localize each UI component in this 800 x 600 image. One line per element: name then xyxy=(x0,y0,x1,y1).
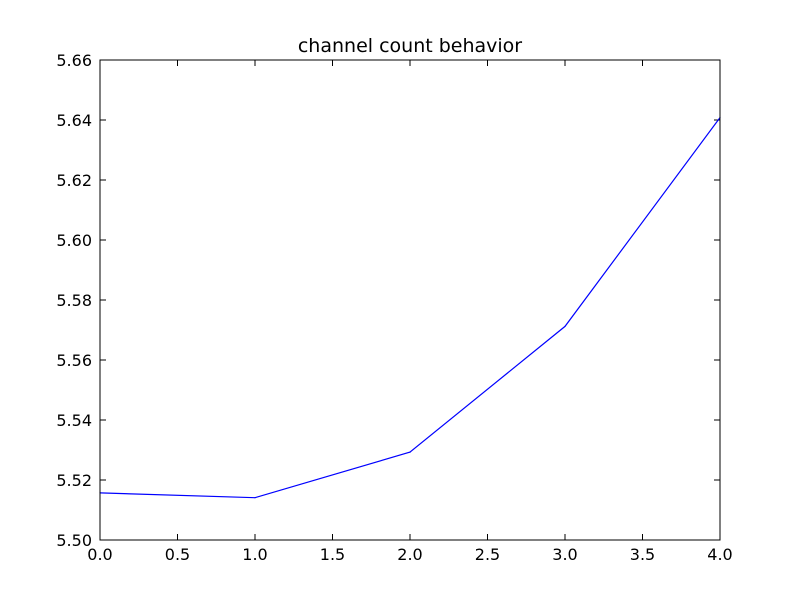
data-point xyxy=(254,497,256,499)
x-tick-label: 0.0 xyxy=(87,545,112,564)
y-tick-label: 5.56 xyxy=(56,351,92,370)
y-tick-label: 5.66 xyxy=(56,51,92,70)
axis-ticks: 0.0 0.5 1.0 1.5 2.0 2.5 3.0 3.5 4.0 5.50 5.52 5.54 5… xyxy=(56,51,732,564)
x-tick-label: 3.5 xyxy=(630,545,655,564)
x-tick-label: 4.0 xyxy=(707,545,732,564)
plot-frame xyxy=(99,59,721,541)
y-tick-label: 5.58 xyxy=(56,291,92,310)
x-tick-label: 0.5 xyxy=(165,545,190,564)
x-tick-label: 1.0 xyxy=(242,545,267,564)
x-tick-label: 3.0 xyxy=(552,545,577,564)
x-tick-label: 2.5 xyxy=(475,545,500,564)
chart-title: channel count behavior xyxy=(298,35,522,57)
x-tick-label: 2.0 xyxy=(397,545,422,564)
data-point xyxy=(409,451,411,453)
x-tick-label: 1.5 xyxy=(320,545,345,564)
y-tick-label: 5.60 xyxy=(56,231,92,250)
y-tick-label: 5.64 xyxy=(56,111,92,130)
y-tick-label: 5.62 xyxy=(56,171,92,190)
y-tick-label: 5.54 xyxy=(56,411,92,430)
y-tick-label: 5.50 xyxy=(56,531,92,550)
y-tick-label: 5.52 xyxy=(56,471,92,490)
data-point xyxy=(564,325,566,327)
